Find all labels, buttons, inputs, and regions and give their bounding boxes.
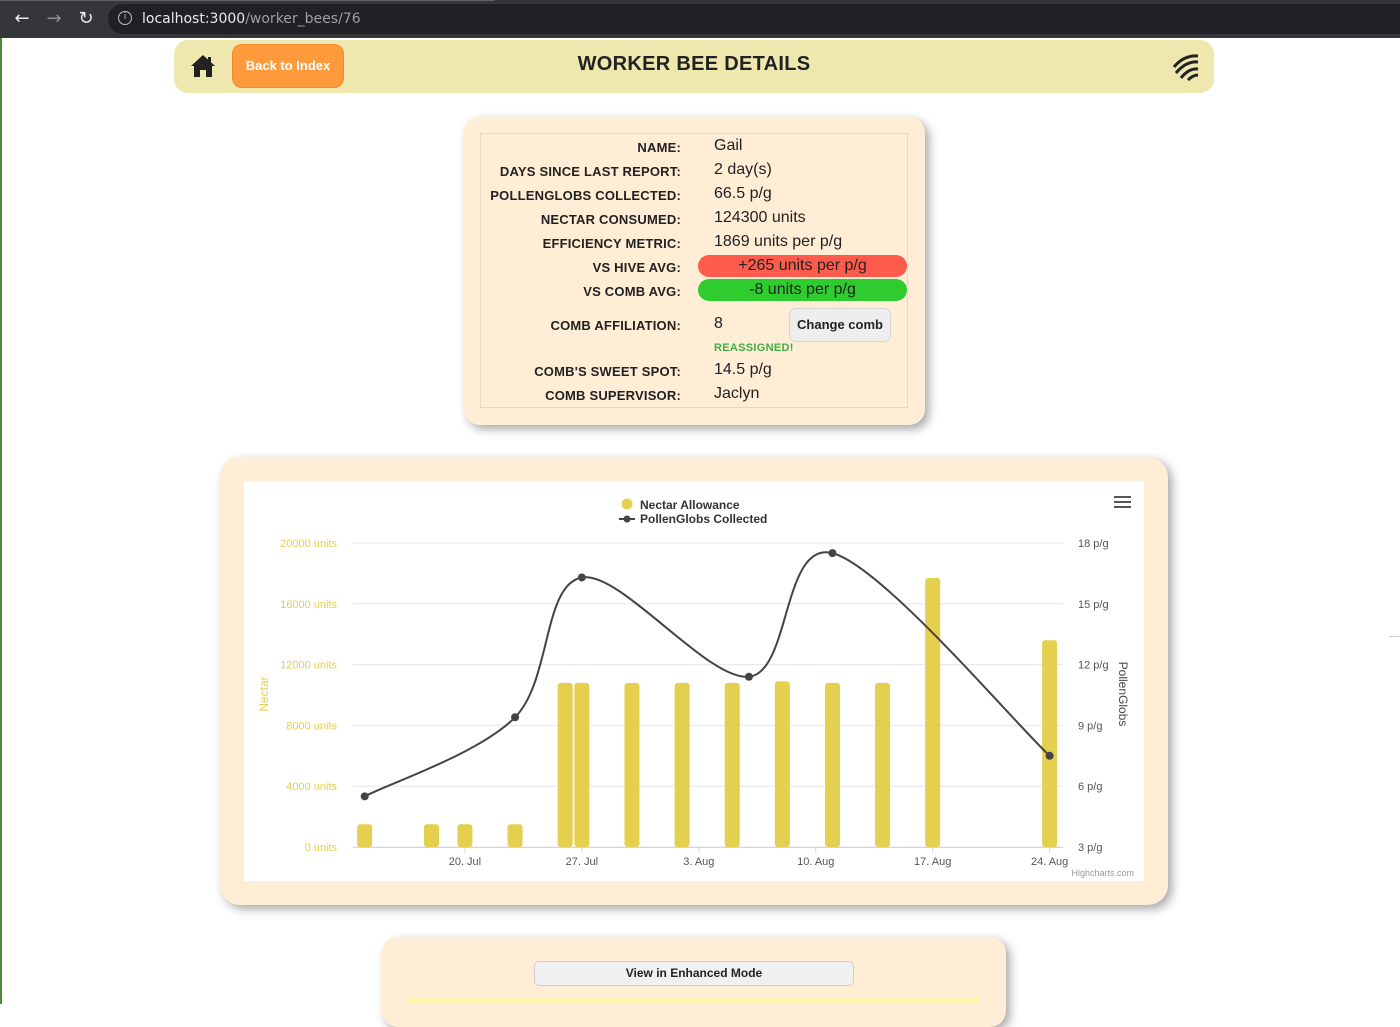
- comb-affiliation-label: COMB AFFILIATION:: [550, 318, 681, 333]
- x-tick-label: 20. Jul: [449, 856, 481, 868]
- y-right-tick-label: 18 p/g: [1078, 538, 1109, 550]
- page-title: WORKER BEE DETAILS: [577, 53, 811, 75]
- x-tick-label: 10. Aug: [797, 856, 834, 868]
- vs-hive-avg-label: VS HIVE AVG:: [592, 260, 681, 275]
- vs-hive-avg-badge: +265 units per p/g: [698, 255, 907, 277]
- nectar-bar[interactable]: [357, 824, 373, 847]
- pollenglobs-point[interactable]: [1045, 751, 1054, 760]
- browser-toolbar: ← → ↻ i localhost:3000/worker_bees/76: [0, 0, 1400, 38]
- pollenglobs-line[interactable]: [364, 551, 1051, 798]
- efficiency-value: 1869 units per p/g: [714, 233, 843, 250]
- back-to-index-button[interactable]: Back to Index: [232, 44, 344, 88]
- site-info-icon[interactable]: i: [118, 11, 132, 25]
- nectar-bar[interactable]: [624, 682, 640, 847]
- change-comb-button[interactable]: Change comb: [789, 308, 891, 342]
- nectar-bar[interactable]: [925, 577, 941, 847]
- y-right-tick-label: 15 p/g: [1078, 599, 1109, 611]
- window-edge: [0, 38, 2, 1004]
- days-since-report-label: DAYS SINCE LAST REPORT:: [499, 164, 681, 179]
- y-right-axis-title: PollenGlobs: [1116, 662, 1130, 727]
- legend-nectar-label[interactable]: Nectar Allowance: [640, 498, 740, 512]
- nectar-bar[interactable]: [557, 682, 573, 847]
- reload-icon[interactable]: ↻: [78, 8, 94, 29]
- pollenglobs-value: 66.5 p/g: [714, 185, 772, 202]
- y-left-tick-label: 16000 units: [280, 599, 337, 611]
- name-label: NAME:: [637, 140, 681, 155]
- sweet-spot-value: 14.5 p/g: [714, 361, 772, 378]
- nectar-bar[interactable]: [724, 682, 740, 847]
- efficiency-label: EFFICIENCY METRIC:: [542, 236, 681, 251]
- nectar-bar[interactable]: [674, 682, 690, 847]
- chart-area: [244, 481, 1144, 881]
- x-tick-label: 3. Aug: [683, 856, 714, 868]
- nectar-bar[interactable]: [574, 682, 590, 847]
- hamburger-menu-icon[interactable]: [1114, 496, 1131, 508]
- legend-pollen-label[interactable]: PollenGlobs Collected: [640, 512, 767, 526]
- comb-affiliation-value: 8: [714, 315, 723, 332]
- url-path: /worker_bees/76: [245, 11, 361, 27]
- reassigned-status: REASSIGNED!: [714, 342, 794, 354]
- y-left-tick-label: 20000 units: [280, 538, 337, 550]
- pollenglobs-label: POLLENGLOBS COLLECTED:: [490, 188, 681, 203]
- url-host: localhost:3000: [142, 11, 246, 27]
- legend-nectar-marker[interactable]: [621, 498, 633, 510]
- y-right-tick-label: 6 p/g: [1078, 781, 1102, 793]
- url-text[interactable]: localhost:3000/worker_bees/76: [142, 11, 361, 27]
- y-left-tick-label: 0 units: [305, 842, 338, 854]
- pollenglobs-point[interactable]: [828, 549, 837, 558]
- y-left-tick-label: 8000 units: [286, 720, 337, 732]
- page-header: [174, 40, 1214, 93]
- legend-pollen-marker[interactable]: [623, 515, 631, 523]
- back-arrow-icon[interactable]: ←: [14, 8, 30, 29]
- pollenglobs-point[interactable]: [360, 792, 369, 801]
- days-since-report-value: 2 day(s): [714, 161, 772, 178]
- address-bar[interactable]: i localhost:3000/worker_bees/76: [108, 4, 1400, 34]
- nectar-pollen-chart: 0 units 4000 units 8000 units 12000 units 16…: [257, 496, 1134, 878]
- y-right-tick-label: 3 p/g: [1078, 842, 1102, 854]
- comb-supervisor-value: Jaclyn: [714, 385, 760, 402]
- nectar-consumed-label: NECTAR CONSUMED:: [540, 212, 681, 227]
- nectar-bar[interactable]: [507, 824, 523, 847]
- vs-comb-avg-badge: -8 units per p/g: [698, 279, 907, 301]
- pollenglobs-point[interactable]: [511, 713, 520, 722]
- nectar-bar[interactable]: [875, 682, 891, 847]
- y-left-axis-title: Nectar: [257, 676, 271, 711]
- y-left-tick-label: 4000 units: [286, 781, 337, 793]
- y-left-tick-label: 12000 units: [280, 660, 337, 672]
- forward-arrow-icon[interactable]: →: [46, 8, 62, 29]
- highcharts-credit[interactable]: Highcharts.com: [1071, 868, 1134, 878]
- view-enhanced-mode-button[interactable]: View in Enhanced Mode: [534, 961, 854, 986]
- y-right-tick-label: 9 p/g: [1078, 720, 1102, 732]
- nectar-bar[interactable]: [424, 824, 440, 847]
- home-icon[interactable]: [190, 54, 216, 78]
- nectar-consumed-value: 124300 units: [714, 209, 806, 226]
- tab-strip-edge: [0, 0, 495, 1]
- nectar-bar[interactable]: [457, 824, 473, 847]
- enhanced-panel-top: [408, 998, 980, 1004]
- y-right-tick-label: 12 p/g: [1078, 660, 1109, 672]
- x-tick-label: 27. Jul: [566, 856, 598, 868]
- nectar-bar[interactable]: [774, 681, 790, 847]
- comb-supervisor-label: COMB SUPERVISOR:: [545, 388, 681, 403]
- vs-comb-avg-label: VS COMB AVG:: [583, 284, 681, 299]
- x-tick-label: 24. Aug: [1031, 856, 1068, 868]
- name-value: Gail: [714, 137, 743, 154]
- scrollbar-thumb[interactable]: [1389, 636, 1400, 637]
- pollenglobs-point[interactable]: [577, 573, 586, 582]
- pollenglobs-point[interactable]: [744, 672, 753, 681]
- nectar-bar[interactable]: [1042, 640, 1058, 847]
- sweet-spot-label: COMB'S SWEET SPOT:: [534, 364, 681, 379]
- x-tick-label: 17. Aug: [914, 856, 951, 868]
- nectar-bar[interactable]: [824, 682, 840, 847]
- logo-icon[interactable]: [1172, 53, 1200, 81]
- details-table: [480, 133, 908, 408]
